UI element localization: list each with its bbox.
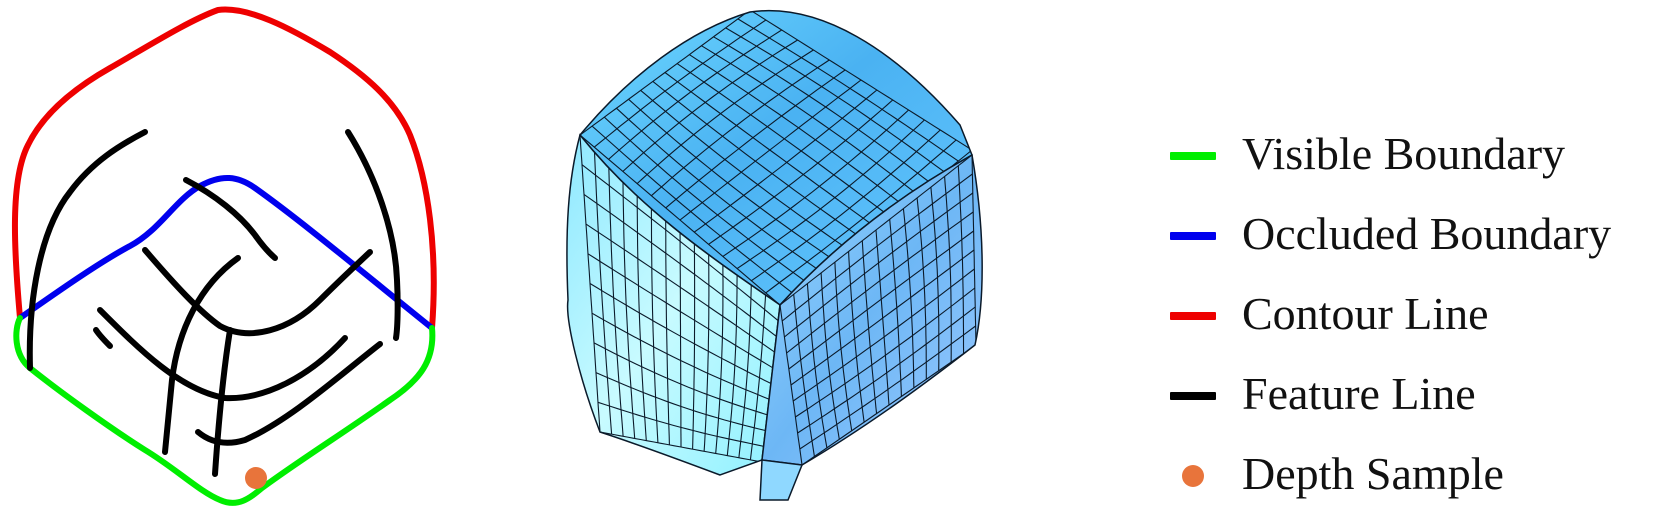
mesh-line	[651, 59, 830, 197]
mesh-line	[797, 306, 976, 434]
sketch-diagram	[11, 6, 437, 506]
mesh-line	[765, 139, 957, 294]
mesh-line	[636, 49, 814, 185]
mesh-line	[708, 99, 894, 245]
mesh-line	[585, 223, 775, 353]
mesh-line	[622, 39, 798, 172]
legend-item-occluded-boundary: Occluded Boundary	[1170, 198, 1660, 278]
mesh-line	[597, 401, 764, 447]
mesh-line	[589, 283, 772, 384]
mesh-line	[593, 342, 768, 416]
mesh-line	[587, 253, 774, 369]
feature-line	[345, 129, 401, 341]
feature-line	[97, 307, 348, 402]
legend-label: Visible Boundary	[1242, 128, 1566, 179]
legend-label: Depth Sample	[1242, 448, 1504, 499]
feature-line	[162, 255, 241, 455]
mesh-line	[786, 211, 974, 354]
mesh-line	[795, 287, 976, 418]
mesh-surface	[566, 10, 983, 501]
mesh-line	[581, 164, 779, 322]
legend-swatch-occluded-boundary	[1170, 232, 1216, 240]
legend-dot-depth-sample	[1182, 465, 1204, 487]
legend-swatch-contour-line	[1170, 312, 1216, 320]
legend-item-depth-sample: Depth Sample	[1170, 438, 1660, 518]
legend-swatch-visible-boundary	[1170, 152, 1216, 160]
mesh-line	[790, 249, 975, 386]
mesh-line	[679, 79, 862, 221]
visible-boundary	[13, 315, 436, 506]
feature-line	[212, 327, 233, 477]
mesh-line	[788, 230, 974, 370]
mesh-line	[665, 69, 846, 209]
feature-lines	[26, 129, 401, 477]
mesh-line	[779, 155, 973, 306]
mesh-line	[580, 10, 751, 136]
legend-swatch-feature-line	[1170, 392, 1216, 400]
mesh-line	[593, 19, 767, 148]
feature-line	[93, 327, 113, 349]
feature-line	[26, 129, 148, 371]
mesh-line	[595, 372, 766, 432]
feature-line	[195, 341, 383, 446]
legend-label: Occluded Boundary	[1242, 208, 1612, 259]
legend-item-feature-line: Feature Line	[1170, 358, 1660, 438]
mesh-line	[693, 89, 878, 233]
mesh-line	[608, 29, 782, 160]
mesh-line	[599, 431, 763, 463]
mesh-line	[751, 129, 941, 282]
legend-label: Contour Line	[1242, 288, 1489, 339]
legend-label: Feature Line	[1242, 368, 1476, 419]
mesh-line	[583, 193, 777, 337]
legend-item-visible-boundary: Visible Boundary	[1170, 118, 1660, 198]
legend: Visible Boundary Occluded Boundary Conto…	[1170, 118, 1660, 518]
mesh-line	[799, 325, 976, 450]
feature-line	[183, 177, 278, 261]
mesh-line	[722, 109, 909, 257]
mesh-line	[801, 344, 977, 465]
feature-line	[142, 247, 373, 337]
mesh-line	[792, 268, 975, 402]
mesh-line	[784, 192, 974, 338]
mesh-line	[781, 173, 973, 322]
mesh-line	[736, 119, 925, 270]
contour-line	[11, 6, 437, 331]
depth-sample	[245, 467, 267, 489]
legend-item-contour-line: Contour Line	[1170, 278, 1660, 358]
mesh-line	[591, 312, 770, 400]
